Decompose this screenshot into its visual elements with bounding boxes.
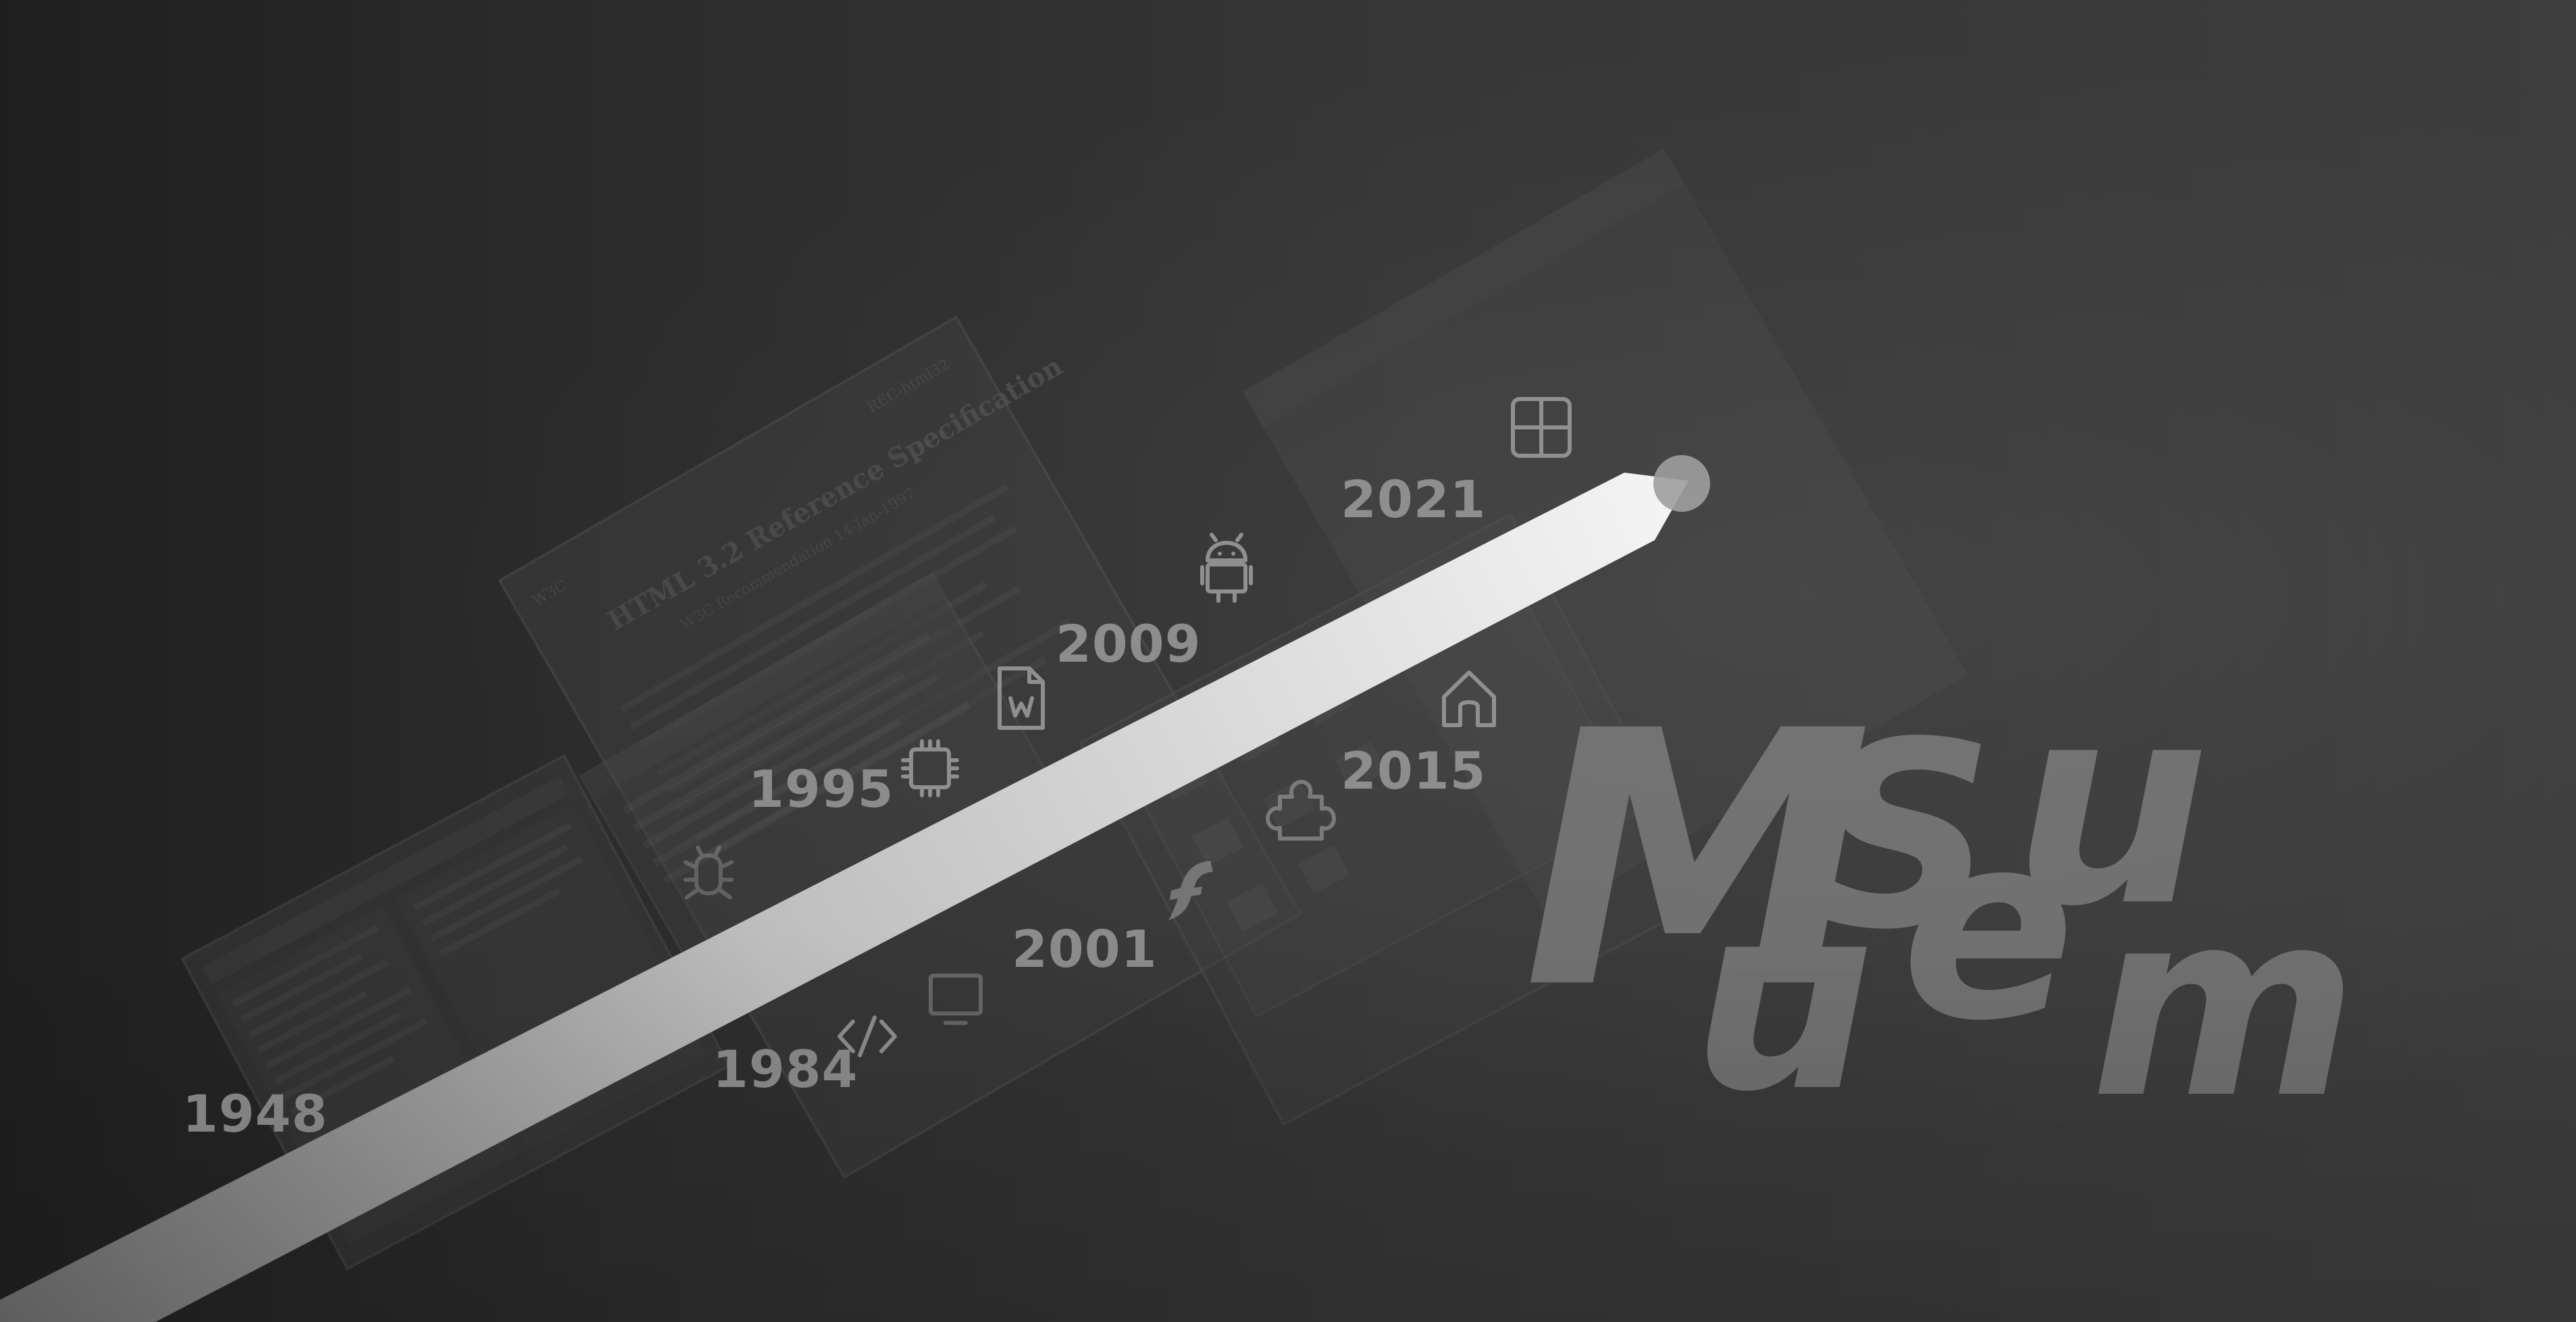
chip-icon [901,739,959,797]
background-screenshot-editor [579,572,1076,1024]
year-label-2015: 2015 [1341,741,1487,801]
background-screenshot-desktop [1079,512,1715,1126]
timeline-years: 1948 1984 1995 2001 2009 2015 2021 [182,469,1487,1144]
word-document-icon [998,666,1045,730]
windows-icon [1511,397,1572,458]
year-label-2009: 2009 [1056,614,1202,674]
year-label-2001: 2001 [1012,919,1158,979]
monitor-icon [929,974,983,1025]
timeline-endpoint [1653,455,1710,512]
home-icon [1442,670,1496,727]
android-icon [1200,533,1253,603]
museum-letter-u1: u [1692,849,1875,1148]
museum-letter-m: M [1523,656,1872,1065]
museum-letter-s: S [1810,687,1995,986]
code-icon [838,1015,897,1057]
year-label-1948: 1948 [182,1084,328,1144]
flash-icon [1168,861,1213,920]
bug-icon [684,845,733,899]
museum-letter-m2: m [2090,855,2358,1155]
year-label-2021: 2021 [1341,469,1487,529]
museum-letter-u2: u [2013,644,2210,967]
year-label-1984: 1984 [713,1039,858,1099]
puzzle-icon [1266,780,1336,841]
year-label-1995: 1995 [748,759,894,819]
museum-letter-e: e [1901,778,2076,1077]
background-screenshot-html-spec: W3C REC-html32 HTML 3.2 Reference Specif… [498,315,1303,1180]
timeline-arrow [0,455,1710,1322]
museum-title: M u S e u m [1523,644,2358,1155]
